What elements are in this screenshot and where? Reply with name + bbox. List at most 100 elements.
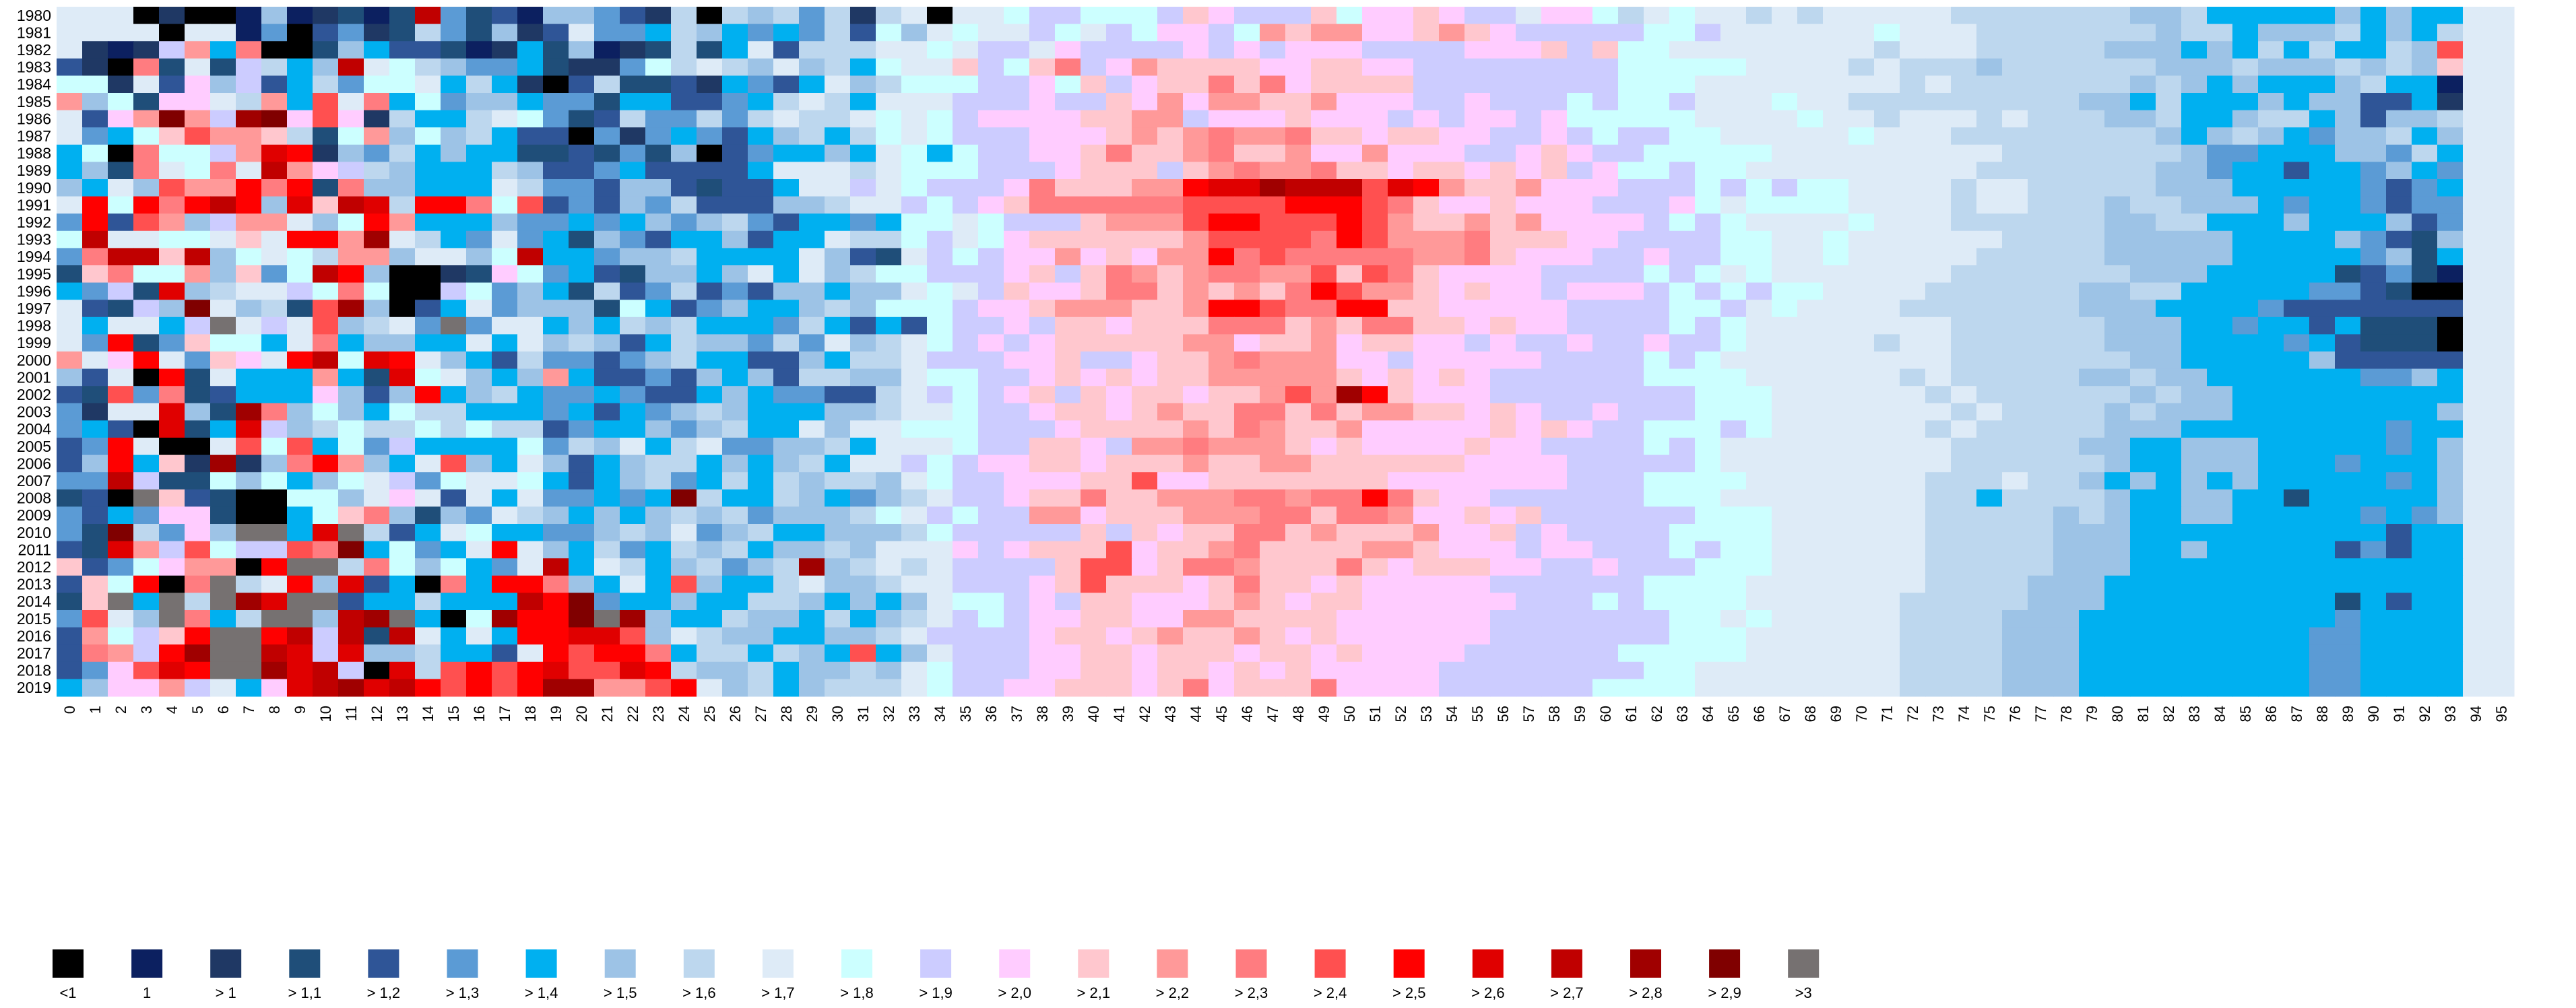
heatmap-cell [159,644,185,663]
heatmap-cell [1695,144,1721,162]
heatmap-cell [1106,282,1132,300]
heatmap-cell [1055,213,1081,232]
heatmap-cell [620,24,646,42]
heatmap-cell [313,489,339,507]
heatmap-cell [2412,282,2438,300]
heatmap-cell [1823,420,1849,438]
heatmap-cell [108,661,134,679]
heatmap-cell [313,644,339,663]
heatmap-cell [850,110,876,128]
heatmap-cell [1311,93,1337,111]
heatmap-cell [1209,351,1235,370]
heatmap-cell [1490,93,1516,111]
heatmap-cell [2232,541,2259,559]
heatmap-cell [82,7,108,25]
heatmap-cell [2284,420,2310,438]
heatmap-cell [2360,127,2387,145]
heatmap-cell [2079,420,2105,438]
heatmap-cell [1644,213,1670,232]
x-tick-label: 69 [1828,706,1844,722]
heatmap-cell [773,489,800,507]
heatmap-cell [2335,41,2361,59]
heatmap-cell [1746,7,1772,25]
heatmap-cell [543,524,569,542]
heatmap-cell [620,627,646,645]
heatmap-cell [492,368,518,387]
heatmap-cell [1055,575,1081,593]
heatmap-cell [2284,644,2310,663]
heatmap-cell [1669,41,1696,59]
heatmap-cell [825,334,851,352]
legend-label: > 1,3 [446,984,480,1001]
heatmap-cell [2360,438,2387,456]
heatmap-cell [825,627,851,645]
heatmap-cell [1874,610,1900,628]
heatmap-cell [1004,24,1030,42]
heatmap-cell [2412,610,2438,628]
heatmap-cell [364,679,390,697]
heatmap-cell [1490,230,1516,248]
heatmap-cell [799,627,825,645]
heatmap-cell [1900,661,1926,679]
heatmap-cell [620,420,646,438]
heatmap-cell [1695,558,1721,576]
heatmap-cell [1337,455,1363,473]
heatmap-cell [1797,472,1824,490]
heatmap-cell [825,524,851,542]
heatmap-cell [2284,300,2310,318]
x-tick-label: 11 [343,706,360,721]
heatmap-cell [2360,265,2387,283]
heatmap-cell [313,472,339,490]
heatmap-cell [825,7,851,25]
heatmap-cell [1823,472,1849,490]
heatmap-cell [1311,644,1337,663]
heatmap-cell [620,472,646,490]
heatmap-cell [2232,334,2259,352]
heatmap-cell [901,679,928,697]
heatmap-cell [466,472,492,490]
heatmap-cell [645,265,672,283]
heatmap-cell [799,455,825,473]
legend-label: > 2,9 [1708,984,1741,1001]
heatmap-cell [2156,248,2182,266]
heatmap-cell [1592,472,1619,490]
heatmap-cell [620,351,646,370]
heatmap-cell [1772,265,1798,283]
heatmap-cell [1746,489,1772,507]
heatmap-cell [1746,661,1772,679]
heatmap-cell [2488,144,2515,162]
heatmap-cell [1439,661,1465,679]
heatmap-cell [2258,438,2284,456]
heatmap-cell [338,58,364,76]
heatmap-cell [1132,58,1158,76]
heatmap-cell [1976,368,2003,387]
heatmap-cell [850,58,876,76]
heatmap-cell [2104,403,2131,421]
heatmap-cell [108,110,134,128]
heatmap-cell [825,679,851,697]
heatmap-cell [2053,300,2080,318]
heatmap-cell [2412,679,2438,697]
heatmap-cell [2335,248,2361,266]
heatmap-cell [1464,93,1491,111]
y-tick-label: 1986 [17,110,51,127]
heatmap-cell [159,162,185,180]
heatmap-cell [1797,368,1824,387]
heatmap-cell [1260,593,1286,611]
heatmap-cell [1337,248,1363,266]
heatmap-cell [1413,661,1440,679]
heatmap-cell [2181,644,2208,663]
legend-swatch [447,949,478,978]
heatmap-cell [1695,230,1721,248]
heatmap-cell [1592,334,1619,352]
heatmap-cell [1925,541,1952,559]
heatmap-cell [338,93,364,111]
heatmap-cell [1823,575,1849,593]
heatmap-cell [1772,110,1798,128]
heatmap-cell [2437,213,2464,232]
heatmap-cell [1464,316,1491,335]
heatmap-cell [1004,316,1030,335]
heatmap-cell [2181,179,2208,197]
heatmap-cell [2053,110,2080,128]
heatmap-cell [1772,7,1798,25]
